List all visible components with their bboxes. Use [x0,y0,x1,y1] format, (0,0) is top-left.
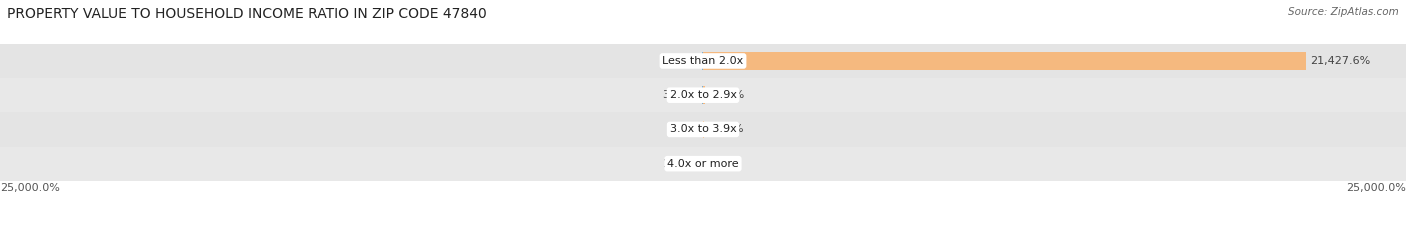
Text: 2.3%: 2.3% [707,159,735,169]
Text: 10.6%: 10.6% [664,159,699,169]
Bar [0,44,1406,78]
Legend: Without Mortgage, With Mortgage: Without Mortgage, With Mortgage [579,231,827,234]
Text: Less than 2.0x: Less than 2.0x [662,56,744,66]
Text: 3.0x to 3.9x: 3.0x to 3.9x [669,124,737,135]
Text: 43.9%: 43.9% [662,56,697,66]
Bar [0,146,1406,181]
Text: 65.6%: 65.6% [709,90,744,100]
Text: 21,427.6%: 21,427.6% [1310,56,1369,66]
Bar [703,52,1306,70]
Text: 8.5%: 8.5% [671,124,699,135]
Text: 25,000.0%: 25,000.0% [1346,183,1406,193]
Text: PROPERTY VALUE TO HOUSEHOLD INCOME RATIO IN ZIP CODE 47840: PROPERTY VALUE TO HOUSEHOLD INCOME RATIO… [7,7,486,21]
Text: 28.0%: 28.0% [709,124,744,135]
Bar [0,112,1406,146]
Text: Source: ZipAtlas.com: Source: ZipAtlas.com [1288,7,1399,17]
Text: 4.0x or more: 4.0x or more [668,159,738,169]
Text: 25,000.0%: 25,000.0% [0,183,60,193]
Bar [0,78,1406,112]
Text: 37.0%: 37.0% [662,90,697,100]
Text: 2.0x to 2.9x: 2.0x to 2.9x [669,90,737,100]
Bar [703,86,704,104]
